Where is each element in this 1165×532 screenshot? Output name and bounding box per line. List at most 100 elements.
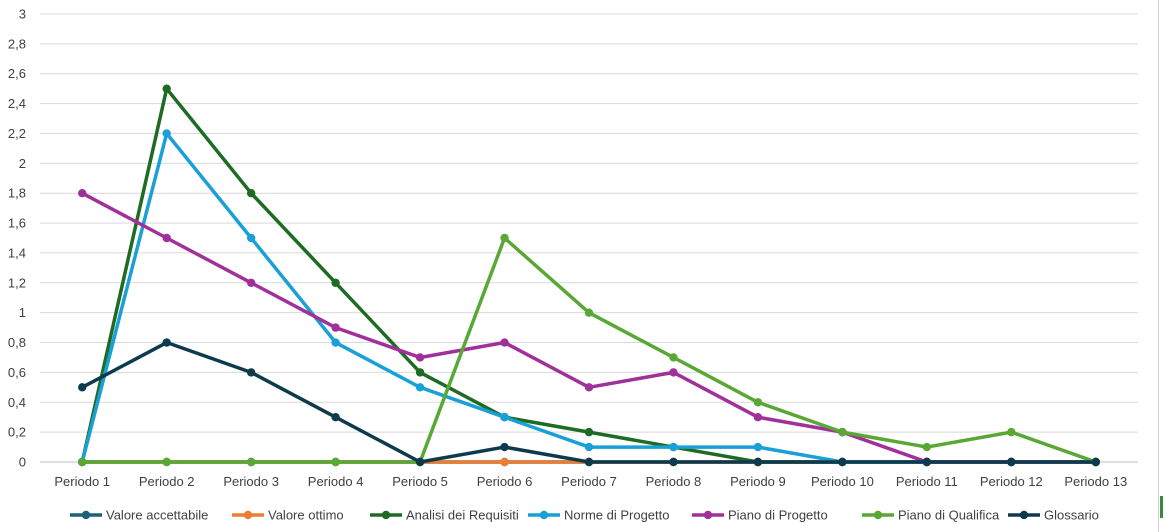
legend-label: Piano di Progetto: [728, 508, 828, 523]
data-point: [162, 129, 171, 138]
legend-item: Valore accettabile: [70, 508, 208, 523]
y-tick-label: 0,2: [8, 425, 26, 440]
x-tick-label: Periodo 4: [308, 474, 364, 489]
x-tick-label: Periodo 9: [730, 474, 786, 489]
legend-item: Glossario: [1008, 508, 1099, 523]
x-tick-label: Periodo 7: [561, 474, 617, 489]
y-tick-label: 2: [19, 156, 26, 171]
data-point: [162, 84, 171, 93]
data-point: [753, 457, 763, 467]
right-edge-marker: [1160, 496, 1163, 518]
x-tick-label: Periodo 2: [139, 474, 195, 489]
data-point: [331, 413, 340, 422]
data-point: [246, 189, 256, 198]
y-tick-label: 0: [19, 455, 26, 470]
legend-item: Norme di Progetto: [528, 508, 670, 523]
y-tick-label: 2,2: [8, 126, 26, 141]
x-tick-label: Periodo 13: [1064, 474, 1127, 489]
x-tick-label: Periodo 8: [646, 474, 702, 489]
data-point: [331, 338, 340, 347]
y-tick-label: 3: [19, 7, 26, 22]
legend-swatch-marker: [1019, 510, 1029, 520]
data-point: [162, 457, 171, 467]
data-point: [415, 457, 425, 467]
data-point: [1007, 427, 1016, 437]
data-point: [246, 368, 256, 377]
x-tick-label: Periodo 10: [811, 474, 874, 489]
legend: Valore accettabile Valore ottimo Analisi d…: [70, 508, 1099, 523]
data-point: [1091, 457, 1100, 467]
data-point: [584, 383, 594, 392]
legend-item: Piano di Qualifica: [862, 508, 1000, 523]
series-piano-di-progetto: [78, 189, 1100, 467]
data-point: [500, 338, 509, 347]
data-point: [838, 427, 847, 437]
legend-swatch-marker: [381, 510, 391, 520]
data-point: [500, 413, 509, 422]
x-tick-label: Periodo 3: [223, 474, 279, 489]
y-tick-label: 1,8: [8, 186, 26, 201]
legend-item: Valore ottimo: [232, 508, 344, 523]
data-point: [162, 233, 171, 243]
data-point: [415, 353, 425, 362]
data-point: [753, 398, 763, 407]
data-point: [753, 413, 763, 422]
y-tick-label: 1,6: [8, 216, 26, 231]
legend-label: Glossario: [1044, 508, 1099, 523]
data-point: [922, 442, 932, 452]
data-point: [584, 308, 594, 317]
data-point: [78, 189, 87, 198]
data-point: [838, 457, 847, 467]
legend-swatch-marker: [539, 510, 549, 520]
right-edge-panel: [1158, 0, 1165, 532]
data-point: [500, 233, 509, 243]
data-point: [246, 278, 256, 287]
legend-item: Analisi dei Requisiti: [370, 508, 519, 523]
data-point: [246, 233, 256, 243]
x-axis-tick-labels: Periodo 1 Periodo 2 Periodo 3 Periodo 4 Peri…: [54, 474, 1127, 489]
x-tick-label: Periodo 6: [477, 474, 533, 489]
series-piano-di-qualifica: [78, 233, 1100, 467]
y-tick-label: 2,6: [8, 66, 26, 81]
series-lines: [78, 84, 1100, 467]
data-point: [1007, 457, 1016, 467]
data-point: [922, 457, 932, 467]
data-point: [415, 383, 425, 392]
data-point: [584, 457, 594, 467]
data-point: [500, 442, 509, 452]
legend-swatch-marker: [243, 510, 253, 520]
data-point: [415, 368, 425, 377]
data-point: [584, 427, 594, 437]
data-point: [78, 383, 87, 392]
series-glossario: [78, 338, 1100, 467]
legend-label: Valore accettabile: [106, 508, 208, 523]
legend-swatch-marker: [81, 510, 91, 520]
x-tick-label: Periodo 5: [392, 474, 448, 489]
legend-label: Valore ottimo: [268, 508, 344, 523]
data-point: [753, 442, 763, 452]
data-point: [246, 457, 256, 467]
y-tick-label: 2,8: [8, 36, 26, 51]
data-point: [331, 457, 340, 467]
data-point: [584, 442, 594, 452]
data-point: [500, 457, 509, 467]
legend-swatch-marker: [703, 510, 713, 520]
y-tick-label: 0,8: [8, 335, 26, 350]
data-point: [331, 278, 340, 287]
data-point: [669, 442, 678, 452]
y-tick-label: 1: [19, 305, 26, 320]
y-tick-label: 0,4: [8, 395, 26, 410]
y-tick-label: 2,4: [8, 96, 26, 111]
legend-item: Piano di Progetto: [692, 508, 828, 523]
data-point: [669, 457, 678, 467]
series-line: [80, 191, 1098, 464]
series-line: [80, 131, 1098, 464]
y-tick-label: 0,6: [8, 365, 26, 380]
x-tick-label: Periodo 1: [54, 474, 110, 489]
legend-swatch-marker: [873, 510, 883, 520]
legend-label: Analisi dei Requisiti: [406, 508, 519, 523]
x-tick-label: Periodo 12: [980, 474, 1043, 489]
series-analisi-dei-requisiti: [78, 84, 1100, 467]
data-point: [162, 338, 171, 347]
